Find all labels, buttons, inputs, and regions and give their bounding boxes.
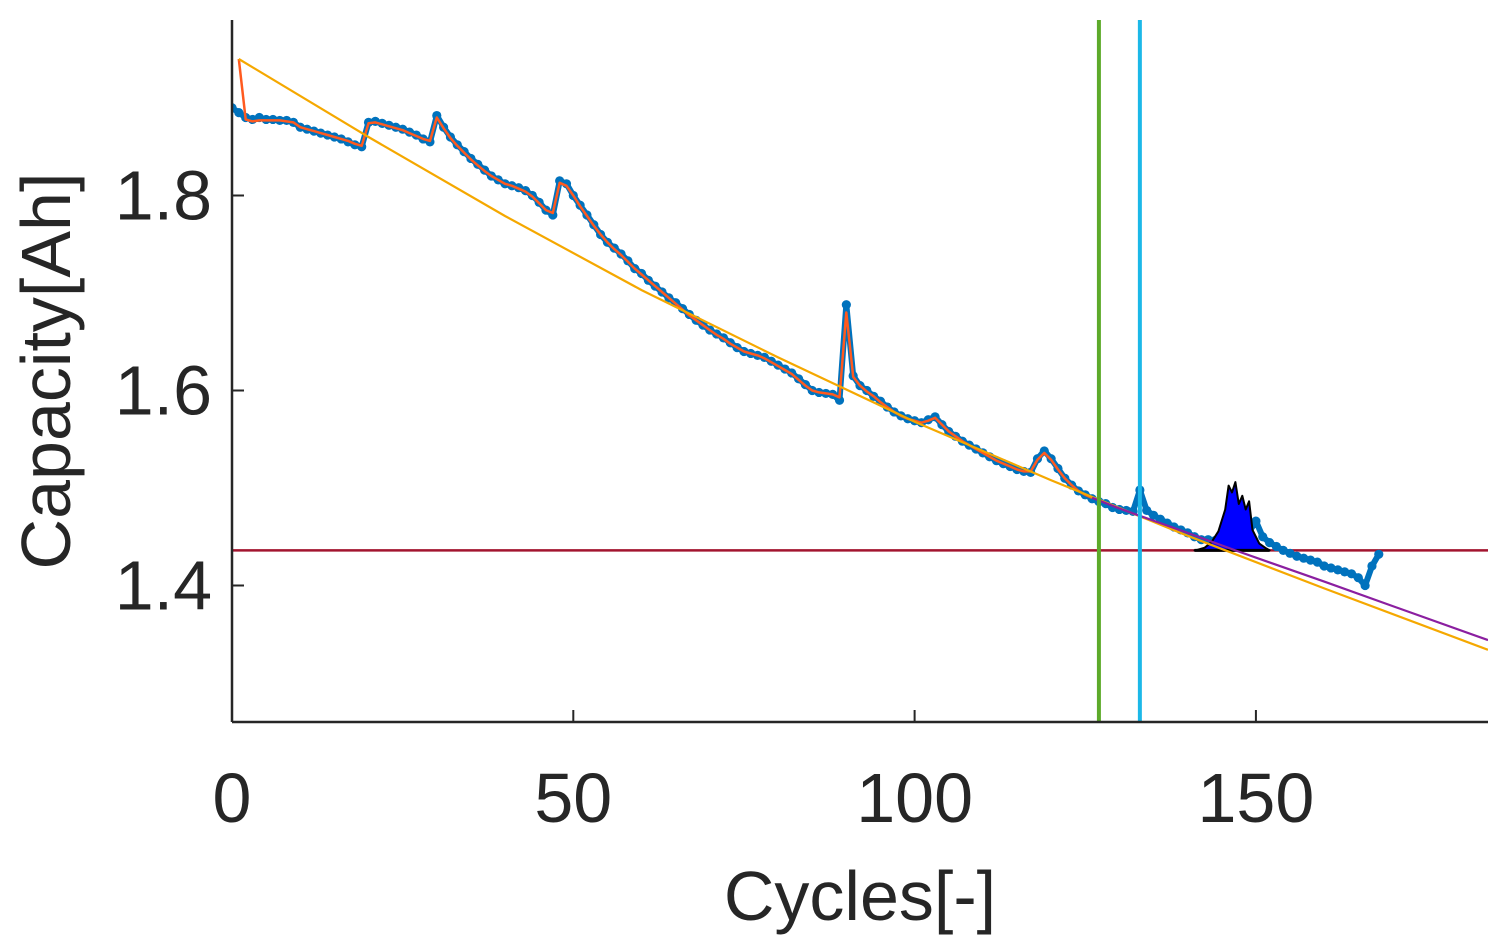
- x-tick-label: 0: [213, 759, 252, 837]
- filtered-capacity-line: [239, 59, 1092, 498]
- measured-point: [1367, 561, 1376, 570]
- measured-point: [1354, 573, 1363, 582]
- y-tick-label: 1.8: [115, 157, 212, 235]
- capacity-chart: 0 50 100 150 1.4 1.6 1.8 Cycles[-] Capacity[Ah…: [0, 0, 1497, 943]
- measured-point: [1361, 581, 1370, 590]
- y-tick-label: 1.6: [115, 352, 212, 430]
- measured-capacity-series: [227, 103, 1383, 590]
- y-axis-label: Capacity[Ah]: [7, 173, 85, 570]
- x-tick-label: 150: [1198, 759, 1315, 837]
- x-tick-label: 50: [534, 759, 612, 837]
- measured-capacity-band: [232, 108, 1379, 586]
- y-tick-label: 1.4: [115, 547, 212, 625]
- x-axis-label: Cycles[-]: [724, 857, 996, 935]
- tick-group: 0 50 100 150 1.4 1.6 1.8: [115, 157, 1315, 838]
- predicted-capacity-line: [1092, 498, 1488, 640]
- x-tick-label: 100: [856, 759, 973, 837]
- measured-point: [842, 300, 851, 309]
- plot-area: [227, 20, 1488, 722]
- measured-point: [1374, 550, 1383, 559]
